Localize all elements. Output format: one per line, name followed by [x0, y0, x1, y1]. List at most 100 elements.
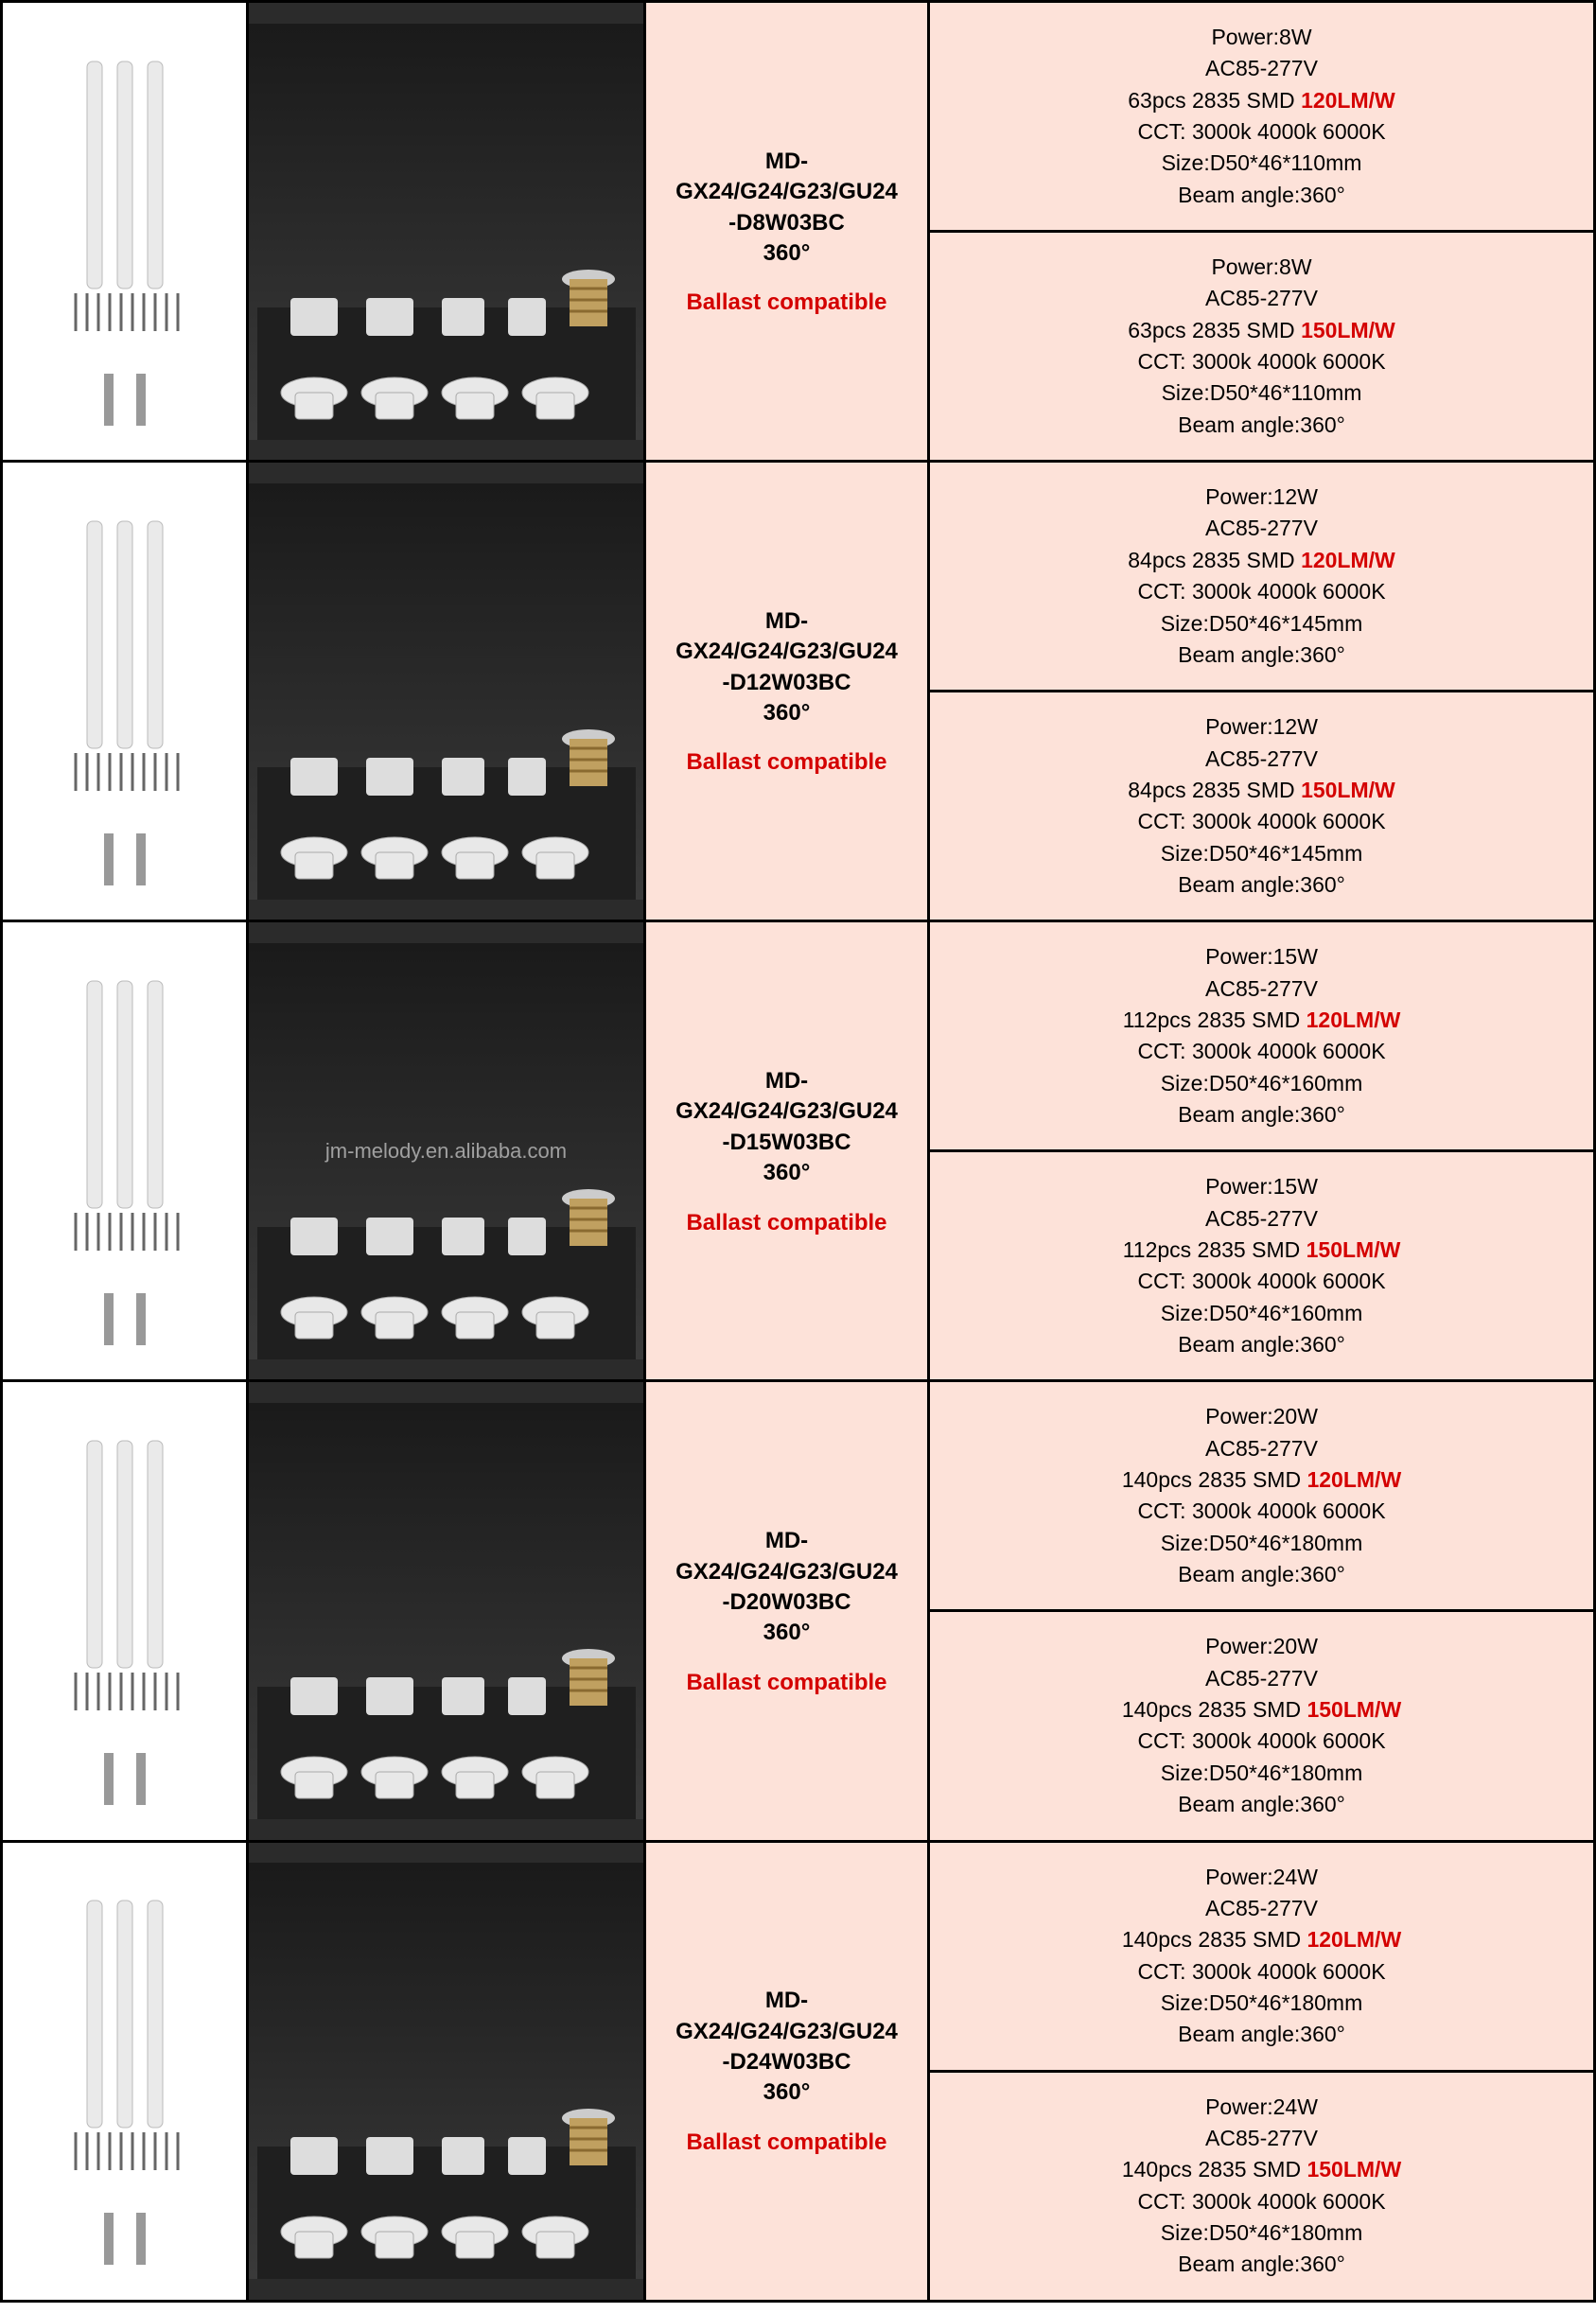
spec-cell: Power:15W AC85-277V 112pcs 2835 SMD 150L… [929, 1151, 1595, 1381]
spec-ac: AC85-277V [938, 1203, 1586, 1235]
spec-smd: 140pcs 2835 SMD 150LM/W [938, 1694, 1586, 1726]
spec-size: Size:D50*46*160mm [938, 1068, 1586, 1099]
model-cell: MD- GX24/G24/G23/GU24 -D12W03BC 360° Bal… [645, 462, 929, 921]
spec-lmw: 150LM/W [1307, 1697, 1401, 1722]
spec-lmw: 150LM/W [1307, 2157, 1401, 2182]
spec-power: Power:15W [938, 1171, 1586, 1202]
spec-beam: Beam angle:360° [938, 410, 1586, 441]
model-code-l4: 360° [654, 2077, 920, 2108]
spec-beam: Beam angle:360° [938, 2249, 1586, 2280]
bulb-group-icon [257, 24, 636, 440]
spec-cct: CCT: 3000k 4000k 6000K [938, 1496, 1586, 1527]
spec-cell: Power:20W AC85-277V 140pcs 2835 SMD 120L… [929, 1381, 1595, 1611]
spec-power: Power:12W [938, 482, 1586, 513]
spec-cell: Power:24W AC85-277V 140pcs 2835 SMD 150L… [929, 2071, 1595, 2301]
model-code-l3: -D8W03BC [654, 208, 920, 238]
product-group-image [248, 462, 645, 921]
bulb-icon [49, 1403, 201, 1819]
spec-size: Size:D50*46*180mm [938, 1758, 1586, 1789]
spec-beam: Beam angle:360° [938, 1099, 1586, 1130]
spec-beam: Beam angle:360° [938, 1559, 1586, 1590]
ballast-label: Ballast compatible [654, 2129, 920, 2156]
spec-beam: Beam angle:360° [938, 1329, 1586, 1360]
spec-cell: Power:12W AC85-277V 84pcs 2835 SMD 120LM… [929, 462, 1595, 692]
model-code-l4: 360° [654, 1618, 920, 1648]
spec-lmw: 120LM/W [1307, 1008, 1401, 1032]
product-spec-table: MD- GX24/G24/G23/GU24 -D8W03BC 360° Ball… [0, 0, 1596, 2303]
spec-ac: AC85-277V [938, 513, 1586, 544]
product-group-image [248, 2, 645, 462]
spec-ac: AC85-277V [938, 283, 1586, 314]
bulb-group-icon [257, 1863, 636, 2279]
product-single-image [2, 1841, 248, 2301]
spec-cct: CCT: 3000k 4000k 6000K [938, 346, 1586, 377]
spec-cct: CCT: 3000k 4000k 6000K [938, 1726, 1586, 1757]
ballast-label: Ballast compatible [654, 749, 920, 776]
spec-cell: Power:8W AC85-277V 63pcs 2835 SMD 120LM/… [929, 2, 1595, 232]
spec-table: MD- GX24/G24/G23/GU24 -D8W03BC 360° Ball… [0, 0, 1596, 2303]
bulb-group-icon [257, 483, 636, 900]
bulb-group-icon [257, 1403, 636, 1819]
model-code-l3: -D24W03BC [654, 2047, 920, 2077]
spec-lmw: 120LM/W [1301, 548, 1395, 572]
model-code-l1: MD- [654, 606, 920, 637]
ballast-label: Ballast compatible [654, 1210, 920, 1236]
spec-smd: 63pcs 2835 SMD 150LM/W [938, 315, 1586, 346]
spec-cct: CCT: 3000k 4000k 6000K [938, 116, 1586, 148]
spec-smd: 84pcs 2835 SMD 150LM/W [938, 775, 1586, 806]
spec-ac: AC85-277V [938, 2123, 1586, 2154]
spec-lmw: 120LM/W [1301, 88, 1395, 113]
model-code-l1: MD- [654, 1986, 920, 2016]
spec-smd: 140pcs 2835 SMD 150LM/W [938, 2154, 1586, 2185]
model-cell: MD- GX24/G24/G23/GU24 -D15W03BC 360° Bal… [645, 921, 929, 1381]
spec-beam: Beam angle:360° [938, 1789, 1586, 1820]
spec-cct: CCT: 3000k 4000k 6000K [938, 806, 1586, 837]
model-cell: MD- GX24/G24/G23/GU24 -D8W03BC 360° Ball… [645, 2, 929, 462]
product-group-image [248, 1381, 645, 1841]
spec-cct: CCT: 3000k 4000k 6000K [938, 2186, 1586, 2217]
model-cell: MD- GX24/G24/G23/GU24 -D24W03BC 360° Bal… [645, 1841, 929, 2301]
model-code-l2: GX24/G24/G23/GU24 [654, 637, 920, 667]
spec-cell: Power:20W AC85-277V 140pcs 2835 SMD 150L… [929, 1611, 1595, 1841]
model-code-l4: 360° [654, 698, 920, 728]
spec-lmw: 150LM/W [1307, 1237, 1401, 1262]
spec-power: Power:24W [938, 2092, 1586, 2123]
model-code-l3: -D20W03BC [654, 1587, 920, 1618]
model-code-l2: GX24/G24/G23/GU24 [654, 2017, 920, 2047]
spec-cell: Power:8W AC85-277V 63pcs 2835 SMD 150LM/… [929, 232, 1595, 462]
model-code-l2: GX24/G24/G23/GU24 [654, 177, 920, 207]
spec-beam: Beam angle:360° [938, 180, 1586, 211]
spec-smd: 140pcs 2835 SMD 120LM/W [938, 1924, 1586, 1955]
bulb-icon [49, 1863, 201, 2279]
spec-cell: Power:12W AC85-277V 84pcs 2835 SMD 150LM… [929, 692, 1595, 921]
model-code-l2: GX24/G24/G23/GU24 [654, 1096, 920, 1127]
model-code-l1: MD- [654, 147, 920, 177]
model-cell: MD- GX24/G24/G23/GU24 -D20W03BC 360° Bal… [645, 1381, 929, 1841]
spec-lmw: 120LM/W [1307, 1467, 1401, 1492]
spec-smd: 112pcs 2835 SMD 120LM/W [938, 1005, 1586, 1036]
spec-size: Size:D50*46*110mm [938, 148, 1586, 179]
spec-power: Power:8W [938, 252, 1586, 283]
product-single-image [2, 2, 248, 462]
spec-size: Size:D50*46*145mm [938, 838, 1586, 869]
spec-beam: Beam angle:360° [938, 2019, 1586, 2050]
spec-power: Power:12W [938, 711, 1586, 743]
product-group-image [248, 1841, 645, 2301]
spec-ac: AC85-277V [938, 744, 1586, 775]
product-single-image [2, 462, 248, 921]
spec-beam: Beam angle:360° [938, 869, 1586, 901]
spec-smd: 112pcs 2835 SMD 150LM/W [938, 1235, 1586, 1266]
spec-ac: AC85-277V [938, 53, 1586, 84]
spec-power: Power:24W [938, 1862, 1586, 1893]
spec-lmw: 150LM/W [1301, 318, 1395, 342]
spec-power: Power:15W [938, 941, 1586, 973]
model-code-l3: -D12W03BC [654, 668, 920, 698]
spec-smd: 63pcs 2835 SMD 120LM/W [938, 85, 1586, 116]
model-code-l3: -D15W03BC [654, 1128, 920, 1158]
spec-size: Size:D50*46*180mm [938, 2217, 1586, 2249]
spec-cct: CCT: 3000k 4000k 6000K [938, 576, 1586, 607]
spec-power: Power:8W [938, 22, 1586, 53]
spec-cct: CCT: 3000k 4000k 6000K [938, 1956, 1586, 1988]
spec-smd: 140pcs 2835 SMD 120LM/W [938, 1464, 1586, 1496]
ballast-label: Ballast compatible [654, 1670, 920, 1696]
